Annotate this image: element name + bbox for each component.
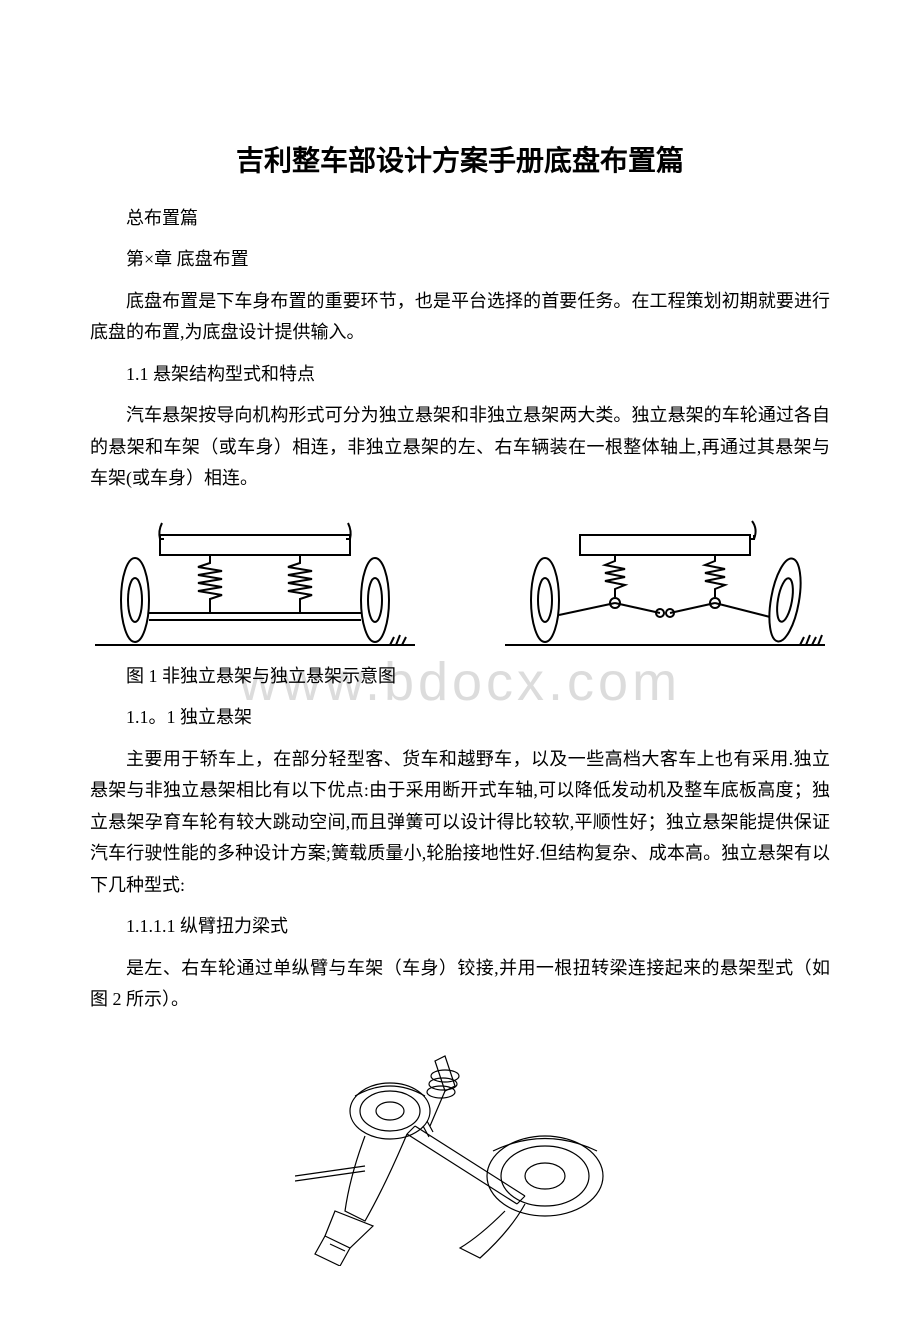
heading-1-1-1-1: 1.1.1.1 纵臂扭力梁式 <box>90 911 830 943</box>
paragraph-torsion: 是左、右车轮通过单纵臂与车架（车身）铰接,并用一根扭转梁连接起来的悬架型式（如图… <box>90 953 830 1016</box>
figure-2 <box>295 1026 625 1266</box>
figure-1-right <box>500 505 830 655</box>
paragraph-types: 汽车悬架按导向机构形式可分为独立悬架和非独立悬架两大类。独立悬架的车轮通过各自的… <box>90 400 830 495</box>
paragraph-general: 总布置篇 <box>90 203 830 235</box>
paragraph-chapter: 第×章 底盘布置 <box>90 244 830 276</box>
figure-1-row <box>90 505 830 655</box>
heading-1-1: 1.1 悬架结构型式和特点 <box>90 359 830 391</box>
figure-1-caption: 图 1 非独立悬架与独立悬架示意图 <box>90 661 830 693</box>
paragraph-independent: 主要用于轿车上，在部分轻型客、货车和越野车，以及一些高档大客车上也有采用.独立悬… <box>90 744 830 902</box>
figure-1-caption-row: www.bdocx.com 图 1 非独立悬架与独立悬架示意图 <box>90 661 830 693</box>
page-title: 吉利整车部设计方案手册底盘布置篇 <box>90 139 830 179</box>
figure-1-left <box>90 505 420 655</box>
heading-1-1-1: 1.1。1 独立悬架 <box>90 702 830 734</box>
figure-2-wrap <box>90 1026 830 1266</box>
paragraph-intro: 底盘布置是下车身布置的重要环节，也是平台选择的首要任务。在工程策划初期就要进行底… <box>90 286 830 349</box>
document-page: 吉利整车部设计方案手册底盘布置篇 总布置篇 第×章 底盘布置 底盘布置是下车身布… <box>0 0 920 1330</box>
